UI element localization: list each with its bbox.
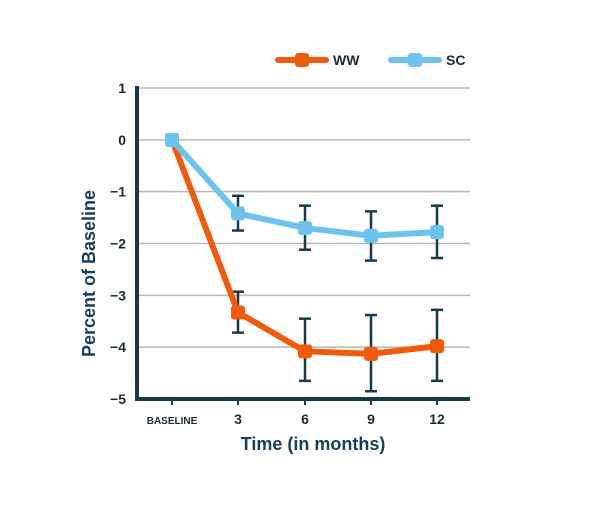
y-tick-label: −3 <box>110 287 126 303</box>
y-tick-label: −4 <box>110 339 126 355</box>
data-point-sc <box>165 132 179 147</box>
y-axis-title: Percent of Baseline <box>79 190 99 357</box>
axes <box>135 86 470 401</box>
x-tick-label: 9 <box>367 411 375 427</box>
data-point-ww <box>430 339 444 354</box>
x-tick-label: 3 <box>234 411 242 427</box>
legend-label-ww: WW <box>333 52 360 68</box>
y-tick-label: 1 <box>118 80 126 96</box>
y-tick-label: −5 <box>110 391 126 407</box>
x-tick-labels: BASELINE 3 6 9 12 <box>147 399 445 427</box>
y-tick-label: 0 <box>118 132 126 148</box>
grid-lines <box>137 87 470 348</box>
data-point-ww <box>364 346 378 361</box>
data-point-sc <box>298 220 312 235</box>
legend-label-sc: SC <box>446 52 465 68</box>
x-axis-title: Time (in months) <box>241 434 386 454</box>
series-lines <box>165 132 444 361</box>
data-point-sc <box>231 206 245 221</box>
y-tick-label: −1 <box>110 184 126 200</box>
x-tick-label: 6 <box>301 411 309 427</box>
y-tick-label: −2 <box>110 236 126 252</box>
y-tick-labels: 1 0 −1 −2 −3 −4 −5 <box>110 80 126 407</box>
x-tick-label: BASELINE <box>147 416 198 427</box>
x-tick-label: 12 <box>429 411 445 427</box>
data-point-ww <box>298 344 312 359</box>
data-point-sc <box>430 225 444 240</box>
data-point-sc <box>364 228 378 243</box>
legend-marker-sc <box>408 53 422 67</box>
legend-marker-ww <box>295 53 309 67</box>
data-point-ww <box>231 305 245 320</box>
error-bars <box>232 194 443 393</box>
legend: WW SC <box>275 52 465 68</box>
